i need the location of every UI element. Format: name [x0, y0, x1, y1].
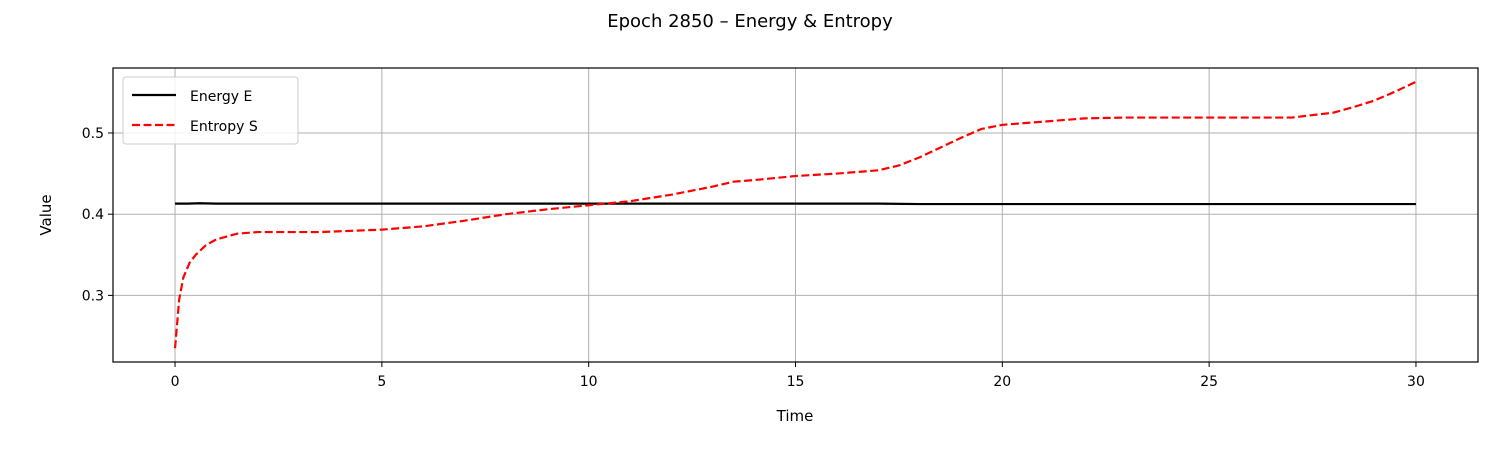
plot-series: [173, 80, 1417, 349]
x-axis-label: Time: [776, 407, 814, 425]
x-tick-label: 10: [580, 374, 598, 390]
series-line-entropy-s: [173, 80, 1417, 349]
y-tick-label: 0.3: [82, 288, 104, 304]
legend: Energy E Entropy S: [122, 76, 299, 145]
x-tick-label: 30: [1407, 374, 1425, 390]
x-tick-label: 20: [993, 374, 1011, 390]
series-line-energy-e: [175, 202, 1416, 206]
axis-ticks: 0 5 10 15 20 25 30 0.3 0.4 0.5: [82, 126, 1425, 390]
chart-title: Epoch 2850 – Energy & Entropy: [607, 11, 893, 32]
y-tick-label: 0.5: [82, 126, 104, 142]
y-axis-label: Value: [37, 194, 55, 235]
x-tick-label: 5: [377, 374, 386, 390]
x-tick-label: 25: [1200, 374, 1218, 390]
x-tick-label: 0: [171, 374, 180, 390]
legend-label-energy: Energy E: [190, 89, 252, 105]
y-tick-label: 0.4: [82, 207, 104, 223]
grid: [113, 68, 1478, 362]
legend-label-entropy: Entropy S: [190, 119, 258, 135]
x-tick-label: 15: [787, 374, 805, 390]
legend-box: [122, 76, 299, 145]
